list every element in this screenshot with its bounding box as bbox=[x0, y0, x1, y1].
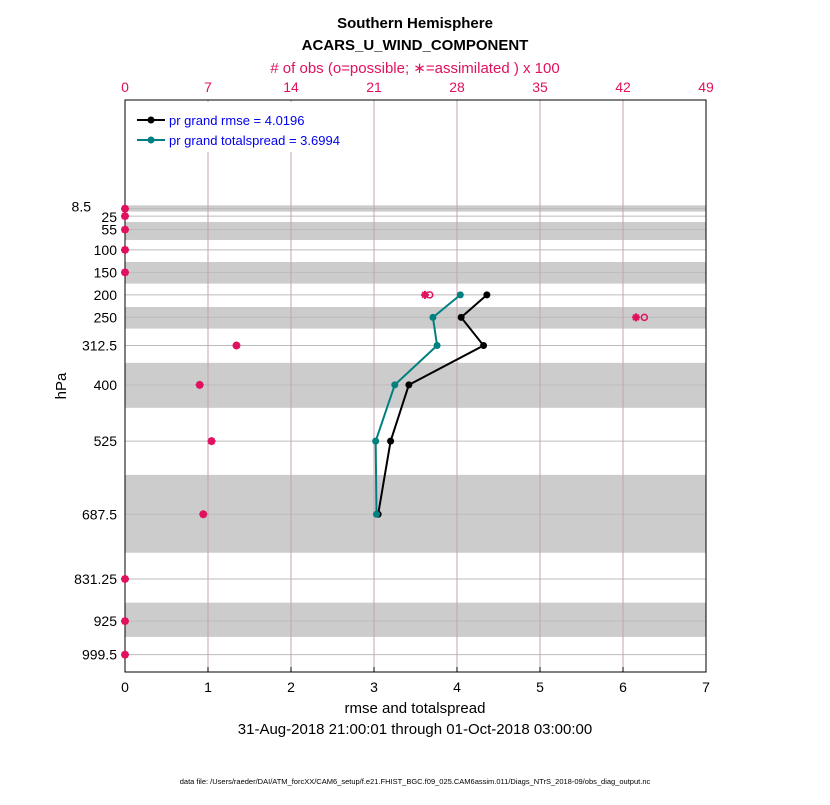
y-tick-label: 831.25 bbox=[74, 571, 117, 587]
plot-frame bbox=[124, 99, 707, 673]
top-tick-label: 49 bbox=[698, 79, 714, 95]
y-tick-label: 312.5 bbox=[82, 337, 117, 353]
y-tick-label: 150 bbox=[94, 264, 118, 280]
rmse-point bbox=[387, 437, 395, 445]
y-tick-label: 400 bbox=[94, 377, 118, 393]
obs-assimilated-marker bbox=[121, 225, 129, 234]
x-axis-label: rmse and totalspread bbox=[345, 700, 486, 717]
x-tick-label: 1 bbox=[204, 679, 212, 695]
chart-subtitle: ACARS_U_WIND_COMPONENT bbox=[302, 37, 529, 54]
top-tick-label: 28 bbox=[449, 79, 465, 95]
chart-title: Southern Hemisphere bbox=[337, 15, 493, 32]
totalspread-point bbox=[372, 437, 380, 445]
legend: pr grand rmse = 4.0196 pr grand totalspr… bbox=[127, 102, 367, 152]
obs-assimilated-marker bbox=[199, 510, 208, 519]
obs-assimilated-marker bbox=[121, 204, 129, 213]
totalspread-point bbox=[433, 341, 441, 349]
y-tick-label: 925 bbox=[94, 613, 118, 629]
y-tick-label: 25 bbox=[101, 209, 117, 225]
totalspread-line bbox=[374, 294, 461, 515]
x-tick-label: 5 bbox=[536, 679, 544, 695]
y-tick-label: 200 bbox=[94, 287, 118, 303]
totalspread-point bbox=[456, 291, 464, 299]
rmse-point bbox=[405, 381, 413, 389]
obs-assimilated-marker bbox=[420, 290, 429, 299]
totalspread-point bbox=[391, 381, 399, 389]
top-tick-label: 35 bbox=[532, 79, 548, 95]
shaded-band bbox=[125, 221, 706, 240]
rmse-point bbox=[457, 313, 465, 321]
y-axis-label: hPa bbox=[53, 372, 70, 399]
date-range: 31-Aug-2018 21:00:01 through 01-Oct-2018… bbox=[238, 721, 592, 738]
x-tick-label: 2 bbox=[287, 679, 295, 695]
obs-assimilated-marker bbox=[121, 574, 129, 583]
y-tick-label: 250 bbox=[94, 309, 118, 325]
top-tick-label: 42 bbox=[615, 79, 631, 95]
y-tick-label: 55 bbox=[101, 222, 117, 238]
obs-assimilated-marker bbox=[195, 380, 204, 389]
top-tick-label: 0 bbox=[121, 79, 129, 95]
obs-assimilated-marker bbox=[121, 268, 129, 277]
footer-datafile: data file: /Users/raeder/DAI/ATM_forcXX/… bbox=[180, 777, 651, 786]
obs-assimilated-marker bbox=[121, 212, 129, 221]
y-tick-label: 687.5 bbox=[82, 506, 117, 522]
obs-assimilated-marker bbox=[232, 341, 241, 350]
obs-assimilated-marker bbox=[121, 617, 129, 626]
legend-rmse: pr grand rmse = 4.0196 bbox=[169, 113, 305, 128]
totalspread-point bbox=[429, 313, 437, 321]
y-tick-label: 999.5 bbox=[82, 647, 117, 663]
rmse-point bbox=[483, 291, 491, 299]
x-tick-label: 3 bbox=[370, 679, 378, 695]
y-tick-label: 8.5 bbox=[72, 199, 92, 215]
x-tick-label: 4 bbox=[453, 679, 461, 695]
x-tick-label: 7 bbox=[702, 679, 710, 695]
rmse-line bbox=[377, 294, 488, 515]
y-tick-label: 525 bbox=[94, 433, 118, 449]
obs-assimilated-marker bbox=[207, 437, 216, 446]
x-tick-label: 0 bbox=[121, 679, 129, 695]
top-tick-label: 14 bbox=[283, 79, 299, 95]
x-tick-label: 6 bbox=[619, 679, 627, 695]
top-tick-label: 21 bbox=[366, 79, 382, 95]
shaded-band bbox=[125, 602, 706, 637]
rmse-point bbox=[480, 341, 488, 349]
y-tick-label: 100 bbox=[94, 242, 118, 258]
legend-totalspread: pr grand totalspread = 3.6994 bbox=[169, 133, 340, 148]
obs-assimilated-marker bbox=[121, 245, 129, 254]
obs-assimilated-marker bbox=[632, 313, 641, 322]
totalspread-point bbox=[372, 510, 380, 518]
obs-possible-marker bbox=[640, 313, 649, 322]
obs-assimilated-marker bbox=[121, 650, 129, 659]
top-axis-label: # of obs (o=possible; ∗=assimilated ) x … bbox=[270, 60, 559, 77]
top-tick-label: 7 bbox=[204, 79, 212, 95]
